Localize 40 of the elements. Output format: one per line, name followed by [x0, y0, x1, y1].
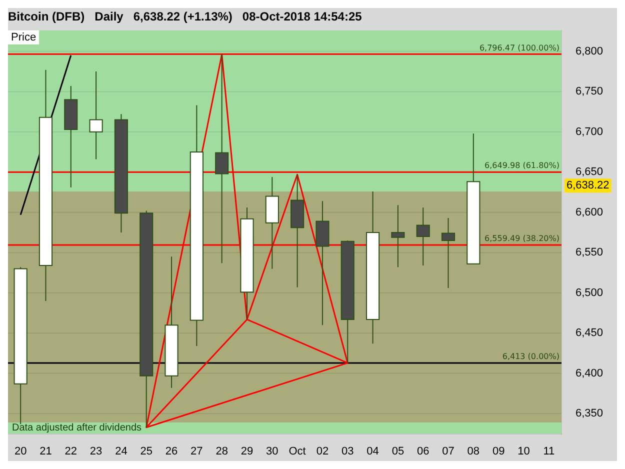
x-tick-label: 24 — [115, 445, 128, 458]
annotation: Data adjusted after dividends — [12, 422, 142, 434]
x-tick-label: 22 — [64, 445, 78, 458]
x-tick-label: 02 — [316, 445, 329, 458]
x-tick-label: 25 — [140, 445, 152, 458]
x-tick-label: 11 — [543, 445, 555, 458]
ref-line-label: 6,796.47 (100.00%) — [479, 43, 560, 52]
x-tick-label: 05 — [392, 445, 404, 458]
x-tick-label: 08 — [467, 445, 480, 458]
x-tick-label: Oct — [288, 445, 306, 458]
x-tick-label: 29 — [240, 445, 254, 458]
x-tick-label: 26 — [165, 445, 178, 458]
x-tick-label: 04 — [366, 445, 379, 458]
x-tick-label: 06 — [416, 445, 430, 458]
chart-title: Bitcoin (DFB) Daily 6,638.22 (+1.13%) 08-Oct-2018 14:54:25 — [8, 10, 362, 24]
x-tick-label: 09 — [492, 445, 505, 458]
y-tick-label: 6,750 — [575, 86, 604, 98]
ref-line-label: 6,413 (0.00%) — [502, 352, 560, 362]
x-tick-label: 21 — [40, 445, 52, 458]
ref-line-label: 6,559.49 (38.20%) — [484, 234, 560, 244]
x-tick-label: 27 — [190, 445, 203, 458]
ref-line-label: 6,649.98 (61.80%) — [484, 161, 560, 170]
y-tick-label: 6,550 — [575, 246, 604, 259]
x-tick-label: 30 — [266, 445, 278, 458]
y-tick-label: 6,600 — [575, 206, 604, 218]
y-tick-label: 6,700 — [575, 126, 604, 138]
y-tick-label: 6,500 — [575, 286, 604, 299]
x-tick-label: 07 — [442, 445, 454, 458]
x-tick-label: 03 — [342, 445, 354, 458]
text: 6,638.22 — [566, 180, 610, 192]
x-tick-label: 10 — [518, 445, 530, 458]
y-tick-label: 6,450 — [575, 327, 604, 340]
y-tick-label: 6,400 — [575, 367, 604, 380]
y-tick-label: 6,800 — [575, 45, 604, 58]
y-tick-label: 6,350 — [575, 408, 604, 420]
x-tick-label: 28 — [216, 445, 228, 458]
x-tick-label: 23 — [90, 445, 102, 458]
y-tick-label: 6,650 — [575, 166, 604, 178]
y-axis-title: Price — [11, 31, 36, 44]
x-tick-label: 20 — [14, 445, 27, 458]
